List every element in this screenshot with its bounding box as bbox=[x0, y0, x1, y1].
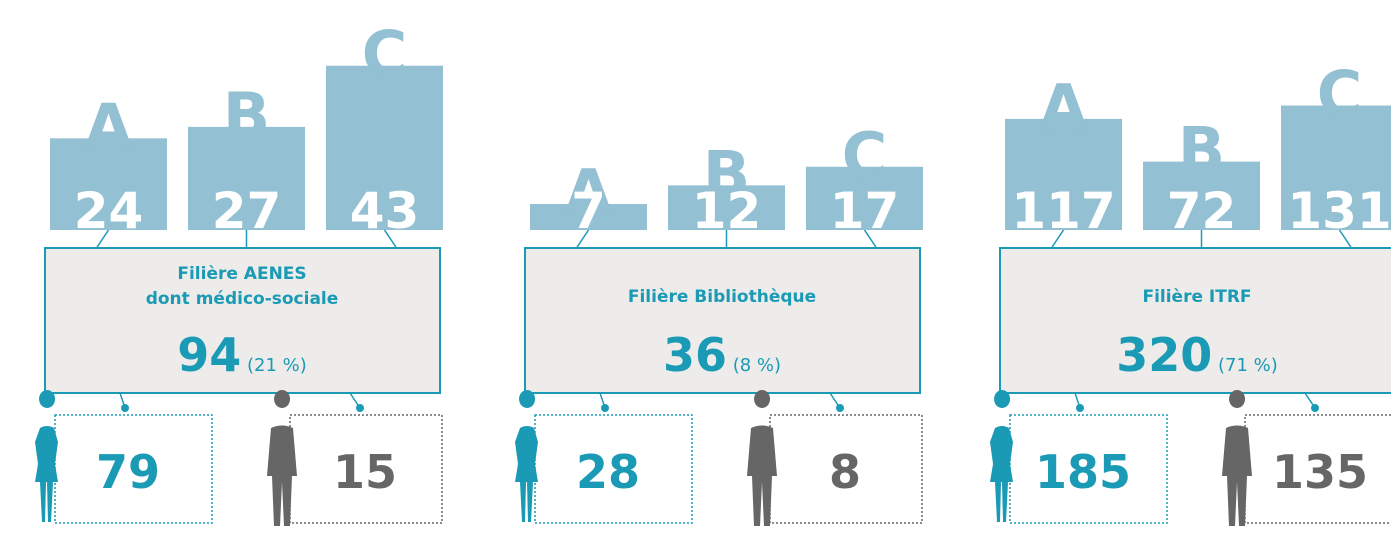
bar-letter: B bbox=[223, 79, 270, 152]
bar-value: 131 bbox=[1287, 182, 1391, 240]
bar bbox=[806, 166, 923, 230]
connector-dot bbox=[356, 404, 364, 412]
total-value: 94 bbox=[177, 328, 241, 382]
total-share: (21 %) bbox=[247, 355, 307, 376]
man-icon bbox=[1222, 390, 1252, 526]
filiere-total: 36 (8 %) bbox=[663, 328, 781, 382]
men-count: 135 bbox=[1272, 445, 1368, 499]
connector-dot bbox=[601, 404, 609, 412]
woman-icon bbox=[35, 390, 58, 522]
bar-letter: B bbox=[703, 137, 750, 210]
filiere-box bbox=[44, 247, 441, 394]
total-share: (71 %) bbox=[1218, 355, 1278, 376]
bar bbox=[50, 138, 167, 230]
connector-dot bbox=[121, 404, 129, 412]
bar-letter: B bbox=[1178, 114, 1225, 187]
filiere-box bbox=[524, 247, 921, 394]
bar-letter: A bbox=[1040, 71, 1088, 144]
bar-letter: A bbox=[565, 156, 613, 229]
connector bbox=[863, 229, 878, 249]
bar bbox=[1005, 118, 1122, 230]
connector bbox=[95, 229, 110, 249]
women-count: 28 bbox=[576, 445, 640, 499]
bar-letter: A bbox=[85, 90, 133, 163]
men-count: 8 bbox=[829, 445, 861, 499]
filiere-title: dont médico-sociale bbox=[146, 289, 339, 309]
group: A 24 B 27 C 43 Filière AENES dont médico-social… bbox=[35, 18, 443, 526]
man-icon bbox=[267, 390, 297, 526]
man-icon bbox=[747, 390, 777, 526]
group: A7 B12 C17 Filière Bibliothèque 36 (8 %) 28 8 bbox=[515, 119, 923, 526]
bar bbox=[1143, 161, 1260, 230]
connector bbox=[1050, 229, 1065, 249]
connector bbox=[575, 229, 590, 249]
bar bbox=[188, 126, 305, 230]
bar-value: 117 bbox=[1011, 182, 1115, 240]
total-value: 36 bbox=[663, 328, 727, 382]
filiere-title: Filière ITRF bbox=[1142, 287, 1251, 307]
woman-icon bbox=[515, 390, 538, 522]
woman-icon bbox=[990, 390, 1013, 522]
bar-value: 17 bbox=[830, 182, 900, 240]
connector-dot bbox=[1076, 404, 1084, 412]
bar-value: 72 bbox=[1167, 182, 1237, 240]
bar bbox=[326, 65, 443, 231]
bar bbox=[1281, 105, 1391, 230]
filiere-total: 320 (71 %) bbox=[1116, 328, 1278, 382]
men-count: 15 bbox=[333, 445, 397, 499]
bar bbox=[668, 185, 785, 230]
total-share: (8 %) bbox=[733, 355, 781, 376]
bar-value: 43 bbox=[350, 182, 420, 240]
connector-dot bbox=[1311, 404, 1319, 412]
filiere-box bbox=[999, 247, 1391, 394]
total-value: 320 bbox=[1116, 328, 1212, 382]
bar-value: 12 bbox=[692, 182, 762, 240]
women-count: 185 bbox=[1035, 445, 1131, 499]
bar-value: 27 bbox=[212, 182, 282, 240]
bar-letter: C bbox=[1317, 58, 1363, 131]
filiere-title: Filière AENES bbox=[177, 264, 306, 284]
women-count: 79 bbox=[96, 445, 160, 499]
filiere-title: Filière Bibliothèque bbox=[628, 287, 816, 307]
connector bbox=[383, 229, 398, 249]
bar-letter: C bbox=[362, 18, 408, 91]
connector-dot bbox=[836, 404, 844, 412]
bar-letter: C bbox=[842, 119, 888, 192]
connector bbox=[1338, 229, 1353, 249]
group: A 117 B72 C 131 Filière ITRF 320 (71 %) 185 135 bbox=[990, 58, 1391, 526]
bar-value: 7 bbox=[571, 182, 606, 240]
bar bbox=[530, 203, 647, 230]
bar-value: 24 bbox=[74, 182, 144, 240]
filiere-total: 94 (21 %) bbox=[177, 328, 307, 382]
